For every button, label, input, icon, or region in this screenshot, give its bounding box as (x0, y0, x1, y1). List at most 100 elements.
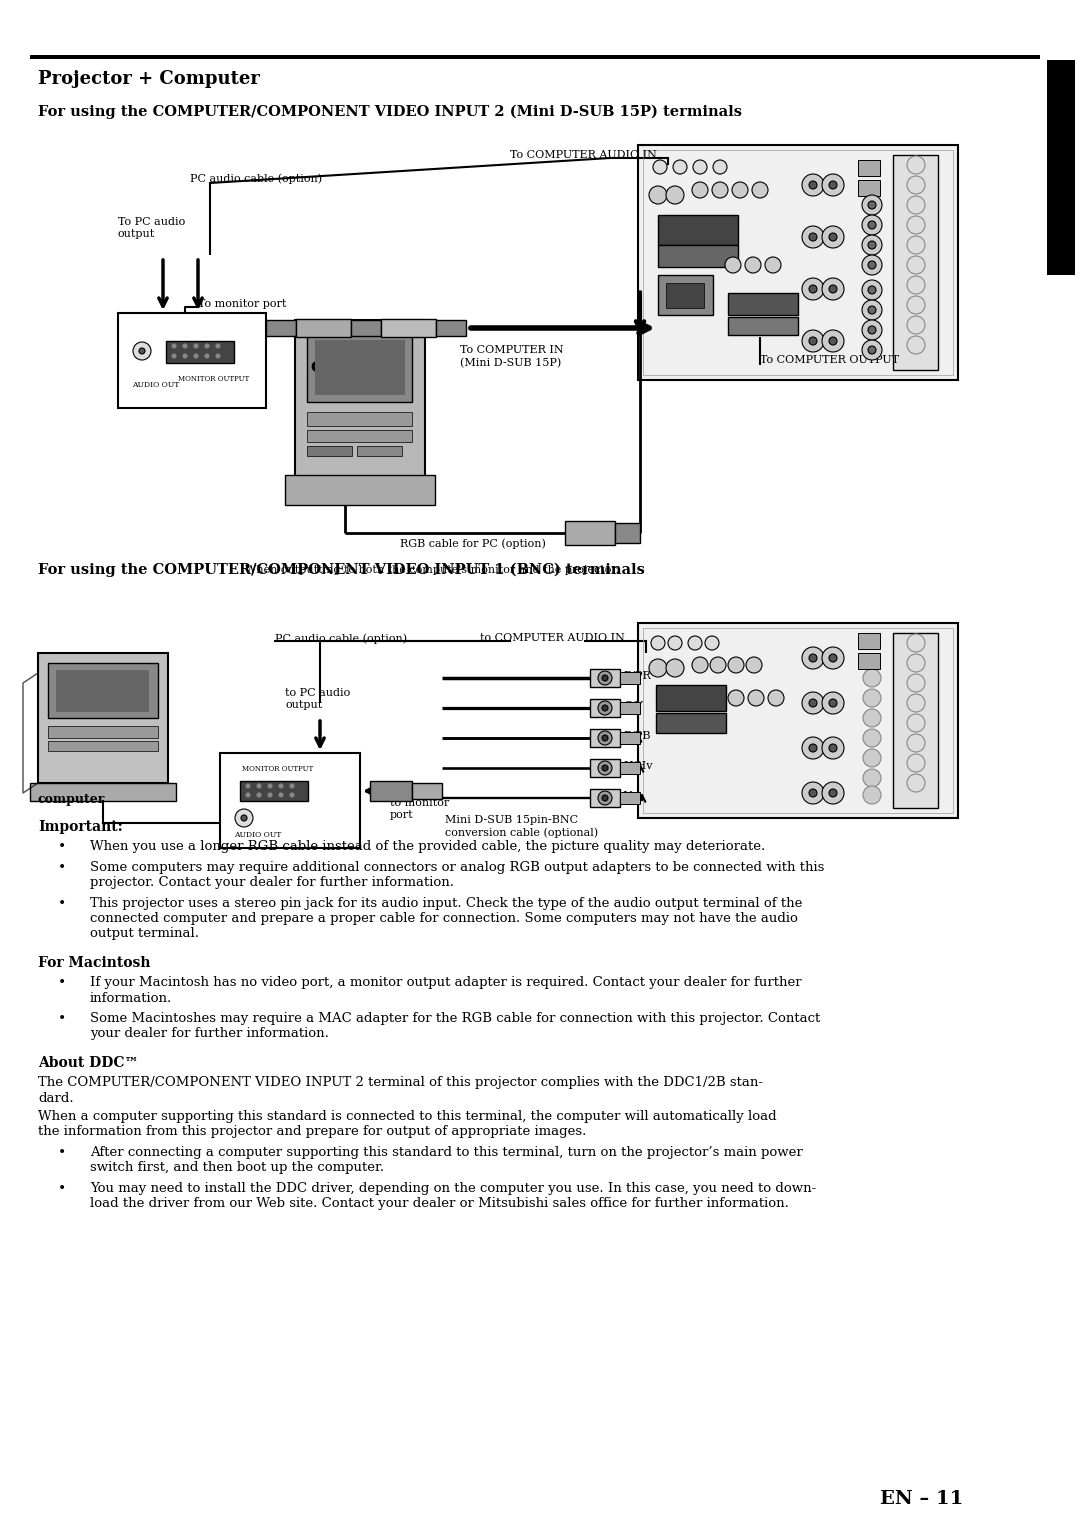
Text: To PC audio
output: To PC audio output (118, 217, 186, 240)
Circle shape (279, 784, 283, 788)
Bar (643, 150, 953, 374)
Circle shape (907, 733, 924, 752)
Text: R/PR: R/PR (623, 671, 651, 681)
Circle shape (598, 761, 612, 775)
Circle shape (863, 749, 881, 767)
Bar (56, 669, 149, 712)
Text: AUDIO OUT: AUDIO OUT (132, 380, 179, 390)
Bar (38, 652, 168, 782)
Bar (351, 319, 381, 336)
Bar (307, 413, 411, 426)
Circle shape (669, 636, 681, 649)
Circle shape (204, 344, 210, 348)
Circle shape (829, 788, 837, 798)
Circle shape (907, 336, 924, 354)
Circle shape (245, 784, 251, 788)
Circle shape (183, 353, 188, 359)
Circle shape (862, 215, 882, 235)
Bar (728, 293, 798, 315)
Circle shape (829, 744, 837, 752)
Text: PC audio cable (option): PC audio cable (option) (275, 633, 407, 643)
Text: When outputting to both the compute's monitor and the projector.: When outputting to both the compute's mo… (245, 565, 619, 575)
Circle shape (868, 241, 876, 249)
Text: To COMPUTER OUTPUT: To COMPUTER OUTPUT (760, 354, 899, 365)
Circle shape (862, 319, 882, 341)
Circle shape (651, 636, 665, 649)
Circle shape (822, 646, 843, 669)
Circle shape (907, 775, 924, 792)
Text: •: • (58, 1183, 66, 1196)
Circle shape (732, 182, 748, 199)
Circle shape (862, 299, 882, 319)
Text: to COMPUTER AUDIO IN: to COMPUTER AUDIO IN (480, 633, 625, 643)
Circle shape (829, 654, 837, 662)
Circle shape (752, 182, 768, 199)
Text: H/Hv: H/Hv (623, 761, 652, 772)
Circle shape (868, 306, 876, 313)
Circle shape (868, 325, 876, 335)
Bar (307, 446, 352, 455)
Bar (658, 215, 738, 244)
Circle shape (598, 730, 612, 746)
Circle shape (907, 654, 924, 672)
Text: After connecting a computer supporting this standard to this terminal, turn on t: After connecting a computer supporting t… (90, 1146, 802, 1160)
Circle shape (602, 704, 608, 711)
Text: When a computer supporting this standard is connected to this terminal, the comp: When a computer supporting this standard… (38, 1109, 777, 1123)
Circle shape (602, 735, 608, 741)
Circle shape (822, 278, 843, 299)
Bar (620, 672, 640, 685)
Circle shape (862, 196, 882, 215)
Circle shape (907, 674, 924, 692)
Circle shape (907, 634, 924, 652)
Text: the information from this projector and prepare for output of appropriate images: the information from this projector and … (38, 1126, 586, 1138)
Circle shape (193, 344, 199, 348)
Text: V: V (623, 792, 631, 801)
Text: G/Y: G/Y (623, 701, 643, 711)
Circle shape (649, 659, 667, 677)
Bar (643, 628, 953, 813)
Circle shape (863, 785, 881, 804)
Bar (893, 633, 939, 808)
Bar (590, 669, 620, 688)
Bar (220, 753, 360, 848)
Text: To COMPUTER IN
(Mini D-SUB 15P): To COMPUTER IN (Mini D-SUB 15P) (460, 345, 564, 368)
Text: For Macintosh: For Macintosh (38, 957, 150, 970)
Circle shape (822, 174, 843, 196)
Circle shape (863, 709, 881, 727)
Text: To COMPUTER AUDIO IN: To COMPUTER AUDIO IN (510, 150, 657, 160)
Bar (638, 145, 958, 380)
Bar (590, 788, 620, 807)
Bar (658, 275, 713, 315)
Circle shape (172, 353, 176, 359)
Bar (658, 244, 738, 267)
Circle shape (868, 261, 876, 269)
Circle shape (863, 729, 881, 747)
Text: to PC audio
output: to PC audio output (285, 688, 350, 711)
Circle shape (809, 338, 816, 345)
Text: projector. Contact your dealer for further information.: projector. Contact your dealer for furth… (90, 876, 454, 889)
Circle shape (204, 353, 210, 359)
Bar (620, 732, 640, 744)
Circle shape (868, 286, 876, 293)
Circle shape (802, 782, 824, 804)
Bar (893, 154, 939, 370)
Circle shape (653, 160, 667, 174)
Bar (118, 313, 266, 408)
Bar (295, 319, 426, 495)
Circle shape (907, 215, 924, 234)
Bar (858, 160, 880, 176)
Text: When you use a longer RGB cable instead of the provided cable, the picture quali: When you use a longer RGB cable instead … (90, 840, 766, 853)
Bar (728, 316, 798, 335)
Bar (656, 714, 726, 733)
Circle shape (907, 156, 924, 174)
Circle shape (907, 753, 924, 772)
Text: dard.: dard. (38, 1091, 73, 1105)
Circle shape (705, 636, 719, 649)
Circle shape (765, 257, 781, 274)
Circle shape (862, 235, 882, 255)
Bar (315, 341, 405, 396)
Circle shape (802, 174, 824, 196)
Circle shape (257, 784, 261, 788)
Text: For using the COMPUTER/COMPONENT VIDEO INPUT 2 (Mini D-SUB 15P) terminals: For using the COMPUTER/COMPONENT VIDEO I… (38, 105, 742, 119)
Bar (590, 729, 620, 747)
